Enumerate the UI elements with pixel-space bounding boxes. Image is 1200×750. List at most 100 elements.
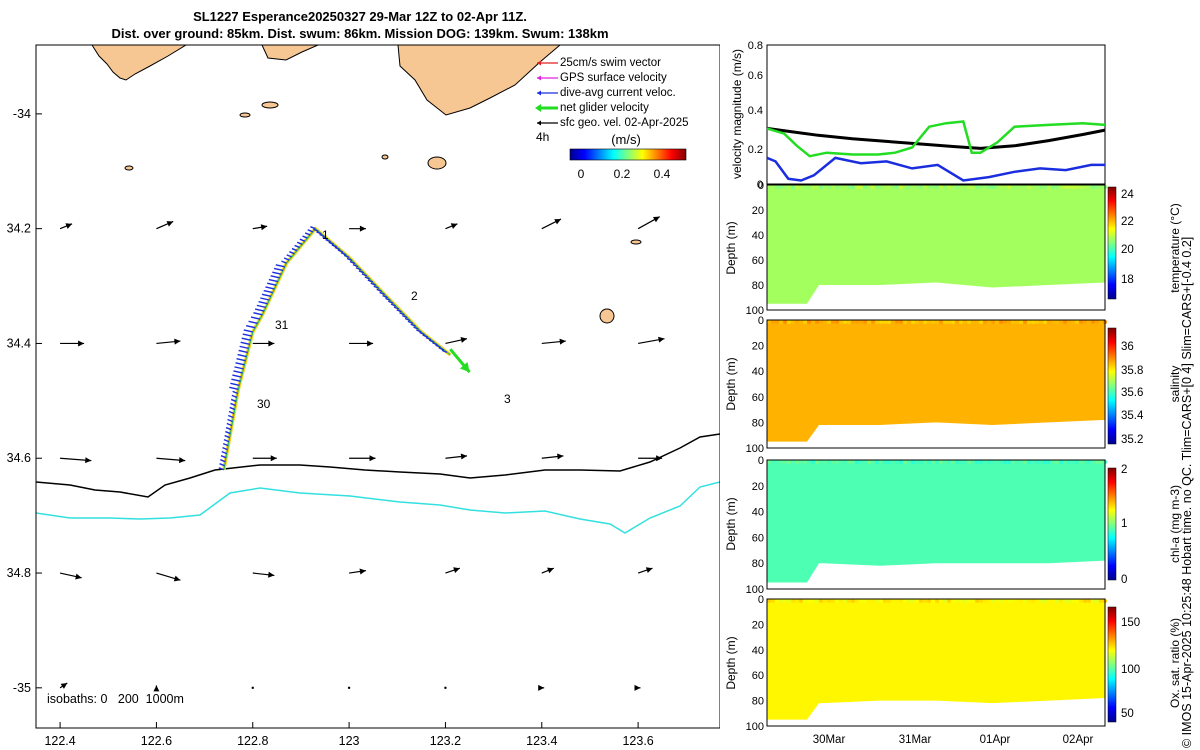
surface-sample-dot bbox=[1011, 599, 1015, 603]
dive-current-vector bbox=[438, 347, 445, 351]
surface-sample-dot bbox=[855, 460, 859, 464]
surface-sample-dot bbox=[1075, 185, 1079, 189]
surface-sample-dot bbox=[999, 599, 1003, 603]
surface-sample-dot bbox=[963, 320, 967, 324]
dive-current-vector bbox=[263, 289, 273, 294]
depth-tick-label: 60 bbox=[752, 532, 764, 544]
dive-current-vector bbox=[223, 438, 230, 443]
surface-sample-dot bbox=[915, 185, 919, 189]
current-dot bbox=[444, 686, 447, 690]
surface-sample-dot bbox=[871, 320, 875, 324]
surface-sample-dot bbox=[1095, 320, 1099, 324]
chl-colorbar bbox=[1107, 467, 1117, 581]
dive-current-vector bbox=[307, 229, 314, 233]
surface-sample-dot bbox=[935, 320, 939, 324]
salinity-field bbox=[767, 320, 1105, 442]
chart-title-line-1: SL1227 Esperance20250327 29-Mar 12Z to 0… bbox=[193, 9, 527, 24]
dive-current-vector bbox=[229, 406, 235, 411]
current-arrowhead bbox=[166, 221, 174, 227]
depth-tick-label: 100 bbox=[746, 584, 764, 596]
surface-sample-dot bbox=[835, 460, 839, 464]
dive-current-vector bbox=[286, 254, 292, 258]
dive-current-vector bbox=[254, 308, 265, 312]
surface-sample-dot bbox=[971, 320, 975, 324]
velocity-series-line bbox=[766, 156, 1105, 182]
surface-sample-dot bbox=[847, 599, 851, 603]
surface-sample-dot bbox=[1063, 460, 1067, 464]
surface-sample-dot bbox=[1099, 185, 1103, 189]
dive-current-vector bbox=[404, 317, 411, 322]
surface-sample-dot bbox=[883, 185, 887, 189]
surface-sample-dot bbox=[1083, 185, 1087, 189]
surface-sample-dot bbox=[1043, 599, 1047, 603]
surface-sample-dot bbox=[911, 320, 915, 324]
surface-sample-dot bbox=[815, 185, 819, 189]
dive-current-vector bbox=[416, 329, 422, 333]
surface-sample-dot bbox=[915, 460, 919, 464]
surface-sample-dot bbox=[991, 185, 995, 189]
depth-tick-label: 100 bbox=[746, 443, 764, 455]
temp-cbar-20: 20 bbox=[1121, 244, 1134, 256]
vel-tick-0.6: 0.6 bbox=[748, 70, 763, 82]
surface-sample-dot bbox=[775, 320, 779, 324]
vel-tick-0.8: 0.8 bbox=[748, 40, 763, 52]
surface-sample-dot bbox=[935, 185, 939, 189]
dive-current-vector bbox=[267, 282, 277, 286]
surface-sample-dot bbox=[987, 599, 991, 603]
surface-sample-dot bbox=[1095, 185, 1099, 189]
surface-sample-dot bbox=[875, 460, 879, 464]
dive-current-vector bbox=[236, 357, 246, 362]
map-ytick-label: 34.2 bbox=[7, 222, 31, 236]
dive-current-vector bbox=[230, 402, 236, 407]
dive-current-vector bbox=[334, 246, 341, 251]
sal-depth-label: Depth (m) bbox=[724, 357, 738, 410]
dive-current-vector bbox=[349, 260, 356, 265]
chla-field bbox=[767, 460, 1105, 583]
chl-depth-label: Depth (m) bbox=[724, 497, 738, 550]
surface-sample-dot bbox=[995, 460, 999, 464]
depth-tick-label: 20 bbox=[752, 205, 764, 217]
dive-current-vector bbox=[302, 235, 308, 239]
surface-sample-dot bbox=[951, 185, 955, 189]
track-line bbox=[222, 226, 452, 471]
map-axes-frame bbox=[35, 44, 720, 729]
surface-sample-dot bbox=[863, 460, 867, 464]
time-tick-02apr: 02Apr bbox=[1063, 734, 1094, 746]
depth-tick-labels: 0204060801000204060801000204060801000204… bbox=[746, 180, 764, 733]
dive-current-vector bbox=[225, 426, 232, 431]
temp-cbar-24: 24 bbox=[1121, 189, 1134, 201]
surface-sample-dot bbox=[855, 599, 859, 603]
surface-sample-dot bbox=[915, 320, 919, 324]
surface-sample-dot bbox=[1003, 320, 1007, 324]
sal-cbar-35.2: 35.2 bbox=[1121, 434, 1143, 446]
surface-sample-dot bbox=[1071, 460, 1075, 464]
temperature-panel: Depth (m) temperature (°C) 24 22 20 18 bbox=[724, 184, 1182, 311]
map-x-axis: 122.4 122.6 122.8 123 123.2 123.4 123.6 bbox=[44, 722, 654, 748]
surface-sample-dot bbox=[963, 460, 967, 464]
surface-sample-dot bbox=[1023, 460, 1027, 464]
dive-current-vector bbox=[346, 257, 353, 262]
surface-sample-dot bbox=[1051, 185, 1055, 189]
depth-tick-label: 20 bbox=[752, 341, 764, 353]
dive-current-vector bbox=[241, 337, 251, 341]
dive-current-vector bbox=[419, 331, 425, 336]
current-arrowhead bbox=[65, 223, 73, 229]
surface-sample-dot bbox=[847, 460, 851, 464]
dive-current-vector bbox=[226, 422, 233, 427]
surface-sample-dot bbox=[979, 185, 983, 189]
surface-sample-dot bbox=[1027, 320, 1031, 324]
current-dot bbox=[251, 686, 254, 690]
dive-current-vector bbox=[310, 226, 316, 230]
dive-current-vector bbox=[238, 349, 248, 354]
surface-sample-dot bbox=[851, 320, 855, 324]
surface-sample-dot bbox=[831, 599, 835, 603]
surface-sample-dot bbox=[1067, 185, 1071, 189]
dive-current-vector bbox=[402, 314, 408, 319]
surface-sample-dot bbox=[1075, 599, 1079, 603]
ox-cbar-150: 150 bbox=[1121, 617, 1140, 629]
current-arrowhead bbox=[367, 340, 374, 347]
surface-sample-dot bbox=[971, 599, 975, 603]
surface-sample-dot bbox=[1039, 460, 1043, 464]
dive-current-vector bbox=[222, 442, 229, 447]
surface-sample-dot bbox=[859, 185, 863, 189]
